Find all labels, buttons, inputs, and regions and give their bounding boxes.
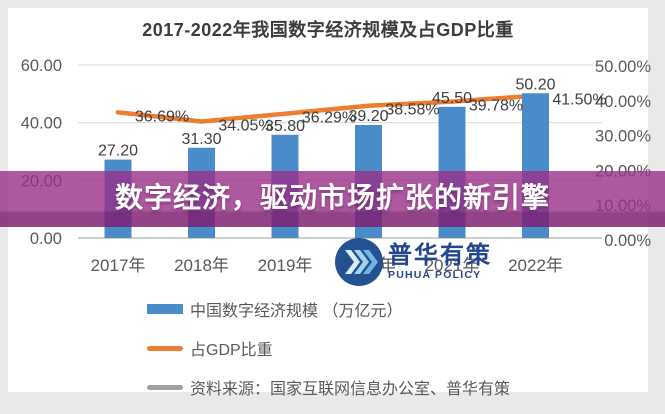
gdp-share-line [115, 93, 538, 124]
line-value-label: 36.29% [302, 110, 356, 127]
legend-item-1: 占GDP比重 [147, 336, 510, 360]
legend-swatch-bar-icon [147, 304, 183, 314]
bar-value-label: 31.30 [181, 131, 221, 148]
right-axis-tick-label: 50.00% [595, 58, 651, 76]
x-axis-label: 2018年 [174, 256, 229, 275]
watermark-name-cn: 普华有策 [388, 241, 492, 269]
right-axis-tick-label: 40.00% [595, 93, 651, 111]
legend-swatch-line-icon [147, 384, 183, 390]
line-value-label: 39.78% [469, 98, 523, 115]
bar-value-label: 27.20 [98, 143, 138, 160]
bar-value-label: 45.50 [432, 90, 472, 107]
legend-item-2: 资料来源：国家互联网信息办公室、普华有策 [147, 375, 510, 399]
chart-title: 2017-2022年我国数字经济规模及占GDP比重 [142, 20, 514, 40]
chart-legend: 中国数字经济规模 （万亿元） 占GDP比重资料来源：国家互联网信息办公室、普华有策 [147, 297, 510, 414]
bar-value-label: 50.20 [515, 76, 555, 93]
legend-item-label: 资料来源：国家互联网信息办公室、普华有策 [190, 381, 511, 398]
bar-value-label: 39.20 [348, 108, 388, 125]
line-value-label: 38.58% [385, 102, 439, 119]
publisher-watermark: 普华有策 PUHUA POLICY [334, 237, 492, 287]
left-axis-tick-label: 40.00 [21, 115, 62, 133]
left-axis-tick-label: 0.00 [30, 230, 62, 248]
legend-swatch-line-icon [147, 345, 183, 351]
watermark-name-en: PUHUA POLICY [388, 268, 482, 281]
watermark-text: 普华有策 PUHUA POLICY [388, 241, 492, 281]
right-axis-tick-label: 30.00% [595, 128, 651, 146]
bar-value-label: 35.80 [265, 118, 305, 135]
x-axis-label: 2019年 [258, 256, 313, 275]
x-axis-label: 2017年 [91, 256, 146, 275]
line-value-label: 41.50% [552, 92, 606, 109]
left-axis-tick-label: 60.00 [21, 57, 62, 75]
legend-item-0: 中国数字经济规模 （万亿元） [147, 297, 510, 321]
headline-banner: 数字经济，驱动市场扩张的新引擎 [0, 171, 665, 227]
line-value-label: 36.69% [135, 108, 189, 125]
x-axis-label: 2022年 [508, 256, 563, 275]
right-axis-tick-label: 0.00% [604, 232, 651, 250]
legend-item-label: 中国数字经济规模 （万亿元） [190, 303, 403, 320]
legend-item-label: 占GDP比重 [190, 342, 273, 359]
x-axis-label: 2021年 [425, 256, 480, 275]
headline-banner-text: 数字经济，驱动市场扩张的新引擎 [114, 182, 550, 213]
line-value-label: 34.05% [218, 118, 272, 135]
puhua-policy-logo-icon [335, 238, 383, 286]
